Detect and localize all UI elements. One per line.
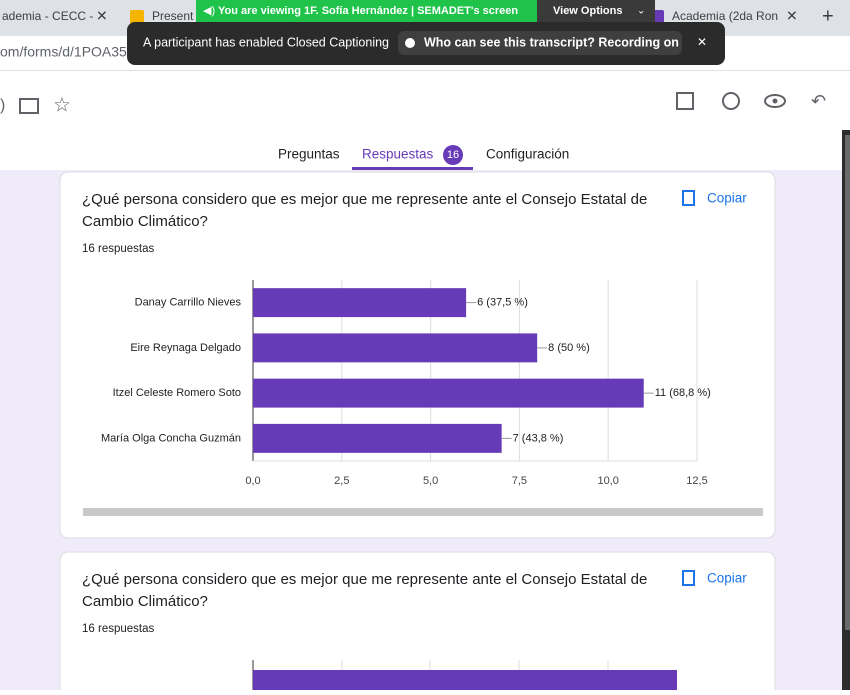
preview-icon[interactable] (764, 94, 786, 108)
bar-partial (253, 670, 677, 690)
speaker-icon: ◀) (203, 5, 215, 17)
new-tab[interactable]: + (822, 5, 834, 27)
tab[interactable]: Present (152, 9, 194, 23)
icon: ) (0, 97, 5, 114)
view-options[interactable] (537, 0, 655, 22)
data-label: 11 (68,8 %) (655, 387, 711, 399)
card (59, 551, 776, 695)
question: Cambio Climático? (82, 593, 208, 610)
transcript-text[interactable]: Who can see this transcript? Recording o… (424, 35, 679, 49)
preview-pupil (772, 98, 778, 104)
person-icon (405, 38, 415, 48)
side-thumbs (845, 135, 850, 630)
data-label: 6 (37,5 %) (477, 297, 528, 309)
x-tick-label: 0,0 (245, 475, 260, 487)
caption-text: A participant has enabled Closed Caption… (143, 35, 389, 49)
copy-icon[interactable] (682, 570, 695, 586)
tab-close[interactable]: ✕ (96, 8, 108, 24)
tab-questions[interactable]: Preguntas (278, 147, 340, 162)
copy[interactable]: Copiar (707, 571, 747, 586)
chevron: ⌄ (637, 6, 645, 17)
x-tick-label: 10,0 (597, 475, 618, 487)
tab-responses[interactable]: Respuestas (362, 147, 434, 162)
transcript-pill[interactable] (398, 31, 682, 55)
bar (253, 333, 538, 363)
tab-indicator (352, 167, 473, 170)
x-tick-label: 5,0 (423, 475, 438, 487)
response-count: 16 respuestas (82, 243, 154, 255)
bar (253, 288, 467, 318)
close[interactable]: ✕ (697, 35, 707, 49)
undo-icon[interactable]: ↶ (811, 91, 826, 111)
share-banner-text: You are viewing 1F. Sofía Hernández | SE… (218, 5, 518, 17)
palette-icon[interactable] (722, 92, 740, 110)
x-tick-label: 7,5 (512, 475, 527, 487)
star-icon[interactable]: ☆ (53, 94, 71, 116)
y-tick-label: Danay Carrillo Nieves (135, 297, 242, 309)
question: ¿Qué persona considero que es mejor que … (82, 191, 647, 208)
share-banner (196, 0, 537, 22)
badge-count: 16 (447, 149, 459, 161)
x-tick-label: 12,5 (686, 475, 707, 487)
data-label: 7 (43,8 %) (513, 432, 564, 444)
bar (253, 423, 502, 453)
addon-icon[interactable] (676, 92, 694, 110)
response-count: 16 respuestas (82, 623, 154, 635)
badge (443, 145, 463, 165)
tab[interactable]: ademia - CECC - (2, 9, 93, 23)
toolbar (0, 70, 850, 170)
scrollbar[interactable] (83, 508, 763, 516)
y-tick-label: Itzel Celeste Romero Soto (113, 387, 241, 399)
tab[interactable]: Academia (2da Ron (672, 9, 778, 23)
y-tick-label: Eire Reynaga Delgado (130, 342, 241, 354)
folder-icon[interactable] (19, 98, 39, 114)
question: Cambio Climático? (82, 213, 208, 230)
view-options-text[interactable]: View Options (553, 5, 622, 17)
bar (253, 378, 644, 408)
copy-icon[interactable] (682, 190, 695, 206)
x-tick-label: 2,5 (334, 475, 349, 487)
slides-icon (130, 10, 144, 24)
tab-close[interactable]: ✕ (786, 8, 798, 24)
question: ¿Qué persona considero que es mejor que … (82, 571, 647, 588)
data-label: 8 (50 %) (548, 342, 590, 354)
tab-settings[interactable]: Configuración (486, 147, 569, 162)
copy[interactable]: Copiar (707, 191, 747, 206)
y-tick-label: María Olga Concha Guzmán (101, 432, 241, 444)
chart: 0,0 2,5 5,0 7,5 10,0 12,5 Danay Carrillo Nieve… (101, 280, 711, 487)
